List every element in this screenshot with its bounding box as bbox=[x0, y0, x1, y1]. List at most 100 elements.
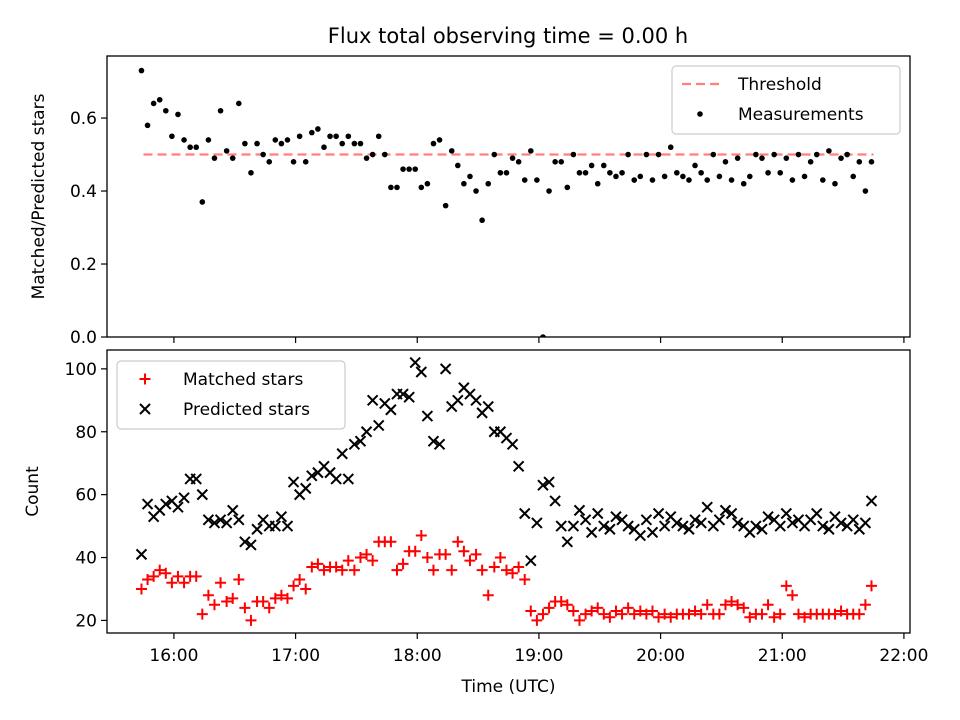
matched-star-point bbox=[744, 611, 756, 623]
measurement-point bbox=[375, 133, 382, 140]
predicted-star-point bbox=[227, 504, 239, 517]
matched-star-point bbox=[257, 596, 269, 608]
measurement-point bbox=[169, 133, 175, 140]
predicted-star-point bbox=[786, 517, 799, 529]
measurement-point bbox=[698, 169, 704, 176]
predicted-star-point bbox=[439, 363, 452, 375]
x-axis-label: Time (UTC) bbox=[461, 677, 556, 697]
predicted-star-point bbox=[135, 548, 148, 561]
matched-star-point bbox=[762, 599, 774, 611]
measurement-point bbox=[820, 177, 826, 183]
matched-star-point bbox=[659, 608, 671, 620]
legend-label: Threshold bbox=[737, 75, 822, 95]
matched-star-point bbox=[780, 580, 792, 592]
matched-star-point bbox=[367, 555, 379, 567]
predicted-star-point bbox=[585, 526, 598, 539]
measurement-point bbox=[728, 177, 735, 183]
matched-star-point bbox=[263, 602, 275, 614]
matched-star-point bbox=[239, 602, 251, 614]
measurement-point bbox=[509, 155, 516, 161]
predicted-star-point bbox=[762, 510, 774, 523]
predicted-star-point bbox=[506, 438, 519, 451]
predicted-star-point bbox=[427, 435, 440, 447]
predicted-star-point bbox=[677, 520, 689, 532]
predicted-star-point bbox=[865, 495, 878, 507]
y-tick-label: 0.0 bbox=[70, 328, 97, 348]
measurement-point bbox=[284, 137, 291, 143]
matched-star-point bbox=[640, 608, 652, 620]
measurement-point bbox=[205, 137, 212, 143]
predicted-star-point bbox=[622, 520, 634, 532]
matched-star-point bbox=[275, 589, 287, 601]
measurement-point bbox=[564, 184, 571, 191]
matched-star-point bbox=[421, 552, 433, 564]
measurement-point bbox=[667, 144, 674, 151]
legend-box bbox=[671, 65, 901, 135]
measurement-point bbox=[783, 155, 790, 161]
measurement-point bbox=[692, 162, 698, 169]
measurement-point bbox=[223, 148, 230, 154]
measurement-point bbox=[339, 140, 346, 147]
predicted-star-point bbox=[592, 507, 604, 520]
predicted-star-point bbox=[731, 517, 744, 529]
matched-star-point bbox=[573, 614, 585, 626]
y-tick-label: 20 bbox=[75, 611, 97, 631]
measurement-point bbox=[144, 122, 151, 129]
matched-star-point bbox=[513, 561, 525, 573]
matched-star-point bbox=[160, 567, 172, 579]
matched-star-point bbox=[732, 599, 744, 611]
predicted-star-point bbox=[330, 473, 342, 485]
matched-star-point bbox=[726, 596, 738, 608]
matched-star-point bbox=[616, 608, 628, 620]
measurement-point bbox=[862, 188, 869, 194]
matched-star-point bbox=[281, 592, 293, 604]
predicted-star-point bbox=[269, 520, 282, 532]
legend-matched-swatch bbox=[139, 373, 151, 385]
matched-star-point bbox=[269, 592, 281, 604]
y-tick-label: 80 bbox=[75, 423, 97, 443]
y-tick-label: 0.6 bbox=[70, 109, 97, 129]
predicted-star-point bbox=[452, 394, 464, 407]
predicted-star-point bbox=[750, 520, 762, 532]
x-tick-label: 18:00 bbox=[393, 646, 442, 666]
predicted-star-point bbox=[220, 517, 233, 529]
matched-star-point bbox=[476, 564, 488, 576]
measurement-point bbox=[333, 133, 339, 140]
measurement-point bbox=[302, 159, 309, 165]
matched-star-point bbox=[519, 574, 531, 586]
axes-frame bbox=[106, 55, 911, 338]
matched-star-point bbox=[646, 605, 658, 617]
predicted-star-point bbox=[555, 520, 567, 532]
measurement-point bbox=[582, 169, 589, 176]
measurement-point bbox=[607, 169, 613, 176]
predicted-star-point bbox=[701, 501, 713, 513]
matched-star-point bbox=[318, 564, 330, 576]
matched-star-point bbox=[500, 564, 512, 576]
measurement-point bbox=[734, 155, 741, 161]
measurement-point bbox=[765, 169, 771, 176]
matched-star-point bbox=[288, 580, 300, 592]
predicted-star-point bbox=[683, 523, 695, 535]
measurement-point bbox=[740, 180, 747, 187]
matched-star-point bbox=[154, 564, 166, 576]
measurement-point bbox=[588, 162, 595, 169]
measurement-point bbox=[771, 151, 777, 158]
matched-star-point bbox=[142, 574, 154, 586]
matched-star-point bbox=[555, 596, 567, 608]
predicted-star-point bbox=[178, 492, 190, 504]
measurement-point bbox=[777, 169, 784, 176]
measurement-point bbox=[345, 133, 352, 140]
predicted-star-point bbox=[190, 473, 202, 485]
measurement-point bbox=[138, 67, 145, 74]
matched-star-point bbox=[397, 558, 409, 570]
matched-star-point bbox=[610, 605, 622, 617]
predicted-star-point bbox=[537, 479, 549, 491]
predicted-star-point bbox=[689, 514, 701, 526]
predicted-star-point bbox=[604, 523, 616, 535]
matched-star-point bbox=[719, 599, 731, 611]
matched-star-point bbox=[622, 602, 634, 614]
legend: Threshold Measurements bbox=[671, 65, 901, 135]
predicted-star-point bbox=[719, 504, 732, 517]
measurement-point bbox=[357, 140, 364, 147]
